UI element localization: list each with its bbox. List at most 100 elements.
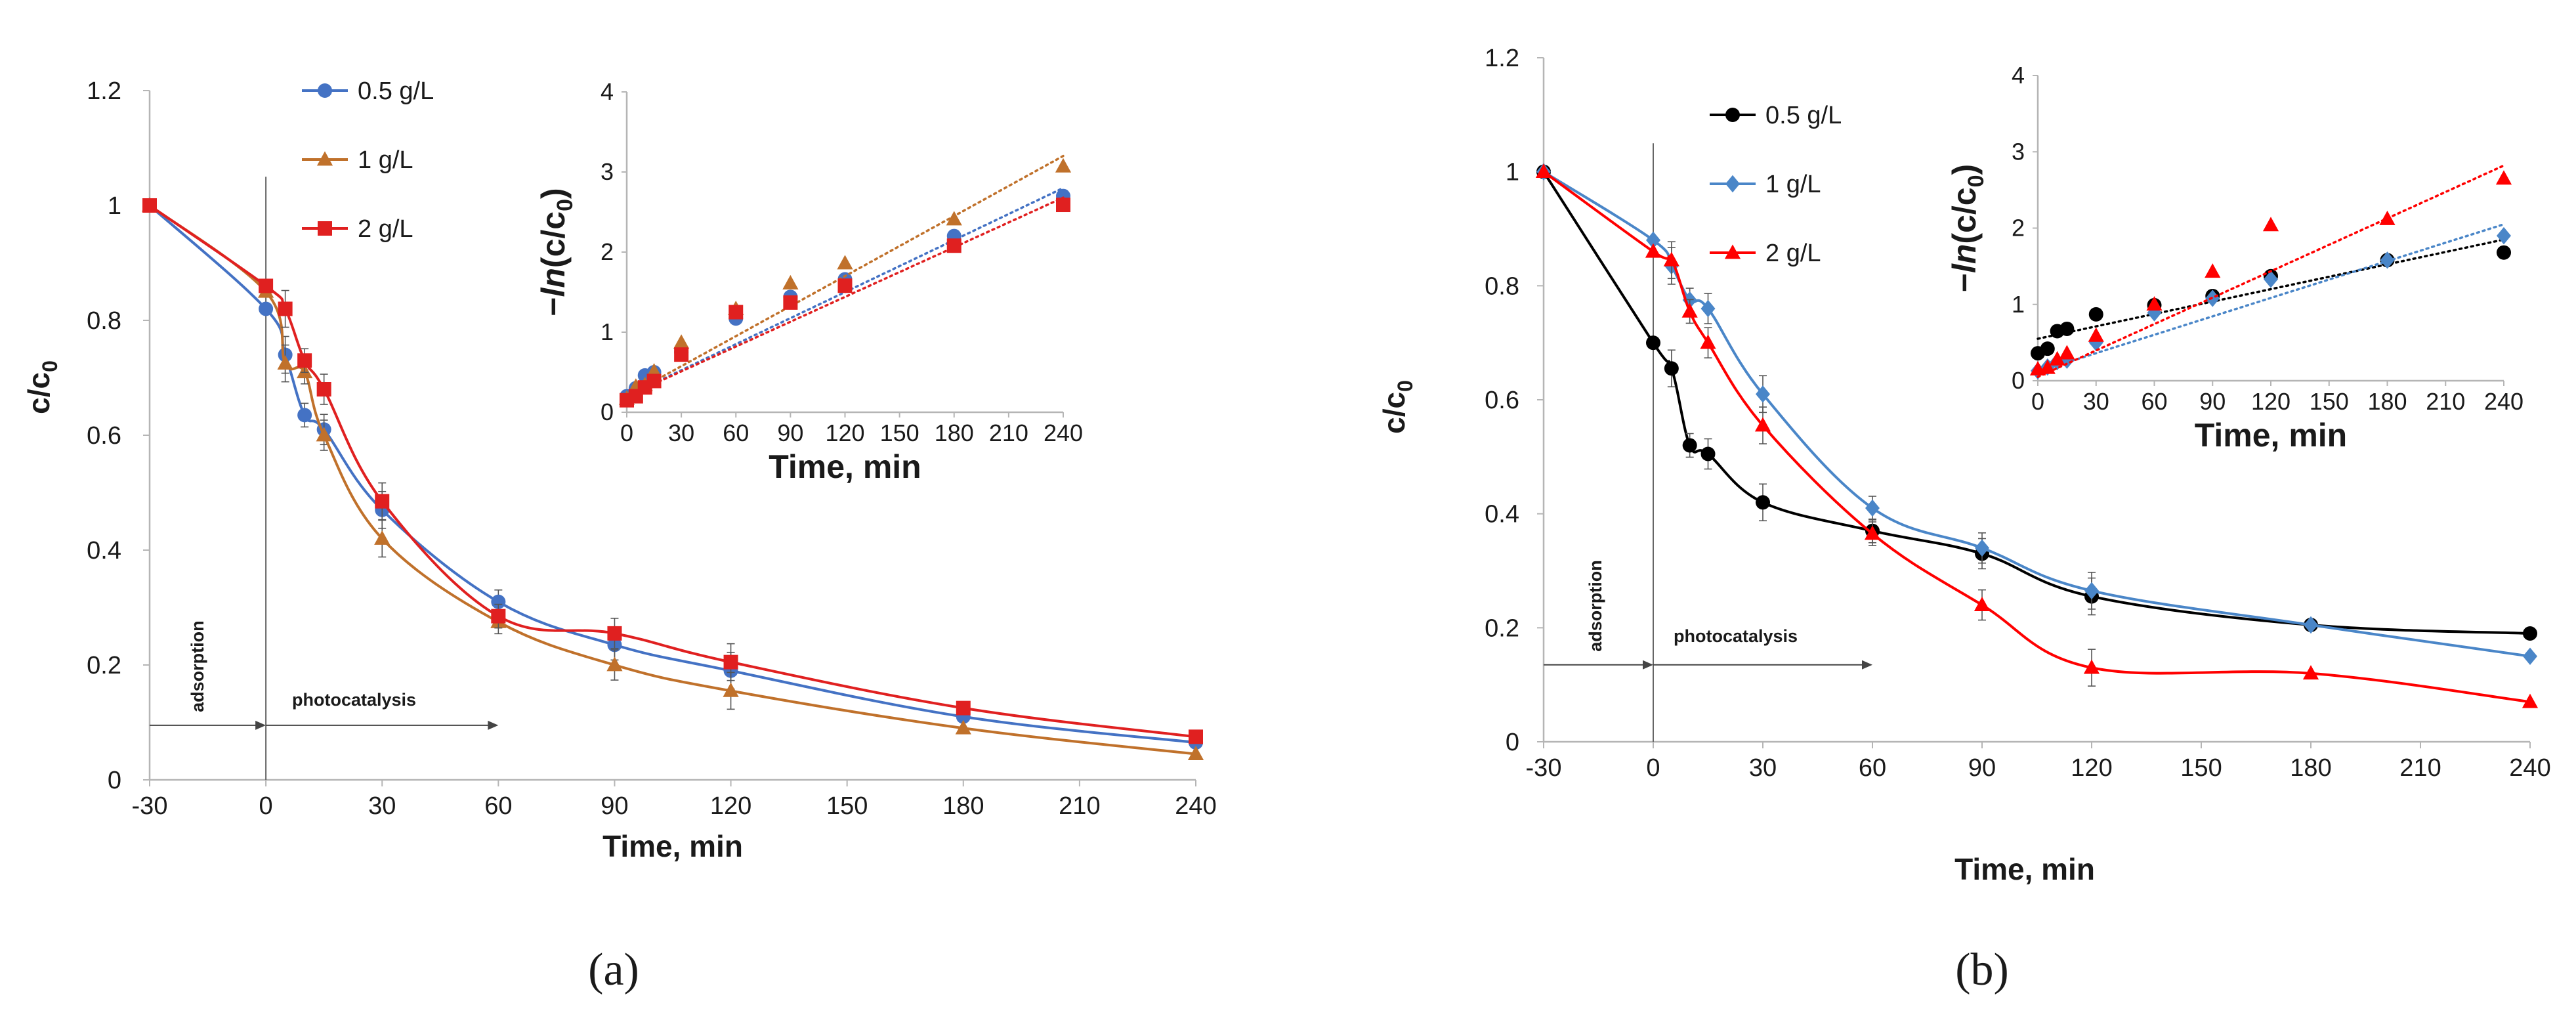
panel-b-data-point (1700, 299, 1716, 318)
panel-a-inset-data-point (1055, 158, 1072, 173)
panel-b-inset-ylabel-part: − (1946, 273, 1983, 292)
panel-b-inset-fit-line (2037, 238, 2505, 340)
panel-b-x-tick-label: -30 (1526, 754, 1562, 782)
panel-b-inset-data-point (2146, 296, 2163, 311)
panel-a-data-point (259, 278, 274, 293)
panel-a-inset-y-tick-label: 1 (601, 318, 614, 345)
panel-b-ylabel-sub: 0 (1393, 380, 1417, 392)
panel-b-inset-ylabel-part: 0 (1964, 175, 1989, 187)
panel-a-data-point (142, 198, 157, 213)
panel-a-inset-fit-line (625, 154, 1065, 398)
panel-b-inset-x-tick-label: 240 (2484, 388, 2523, 415)
panel-b-adsorption-label: adsorption (1586, 560, 1605, 652)
panel-a-inset-xlabel: Time, min (769, 448, 921, 485)
panel-b-data-point (2084, 582, 2099, 600)
panel-a-series-2 (141, 197, 1204, 760)
panel-b-inset-data-point (2088, 327, 2104, 342)
panel-a-inset-x-tick-label: 60 (723, 419, 749, 446)
panel-b-legend-label: 1 g/L (1765, 171, 1821, 198)
panel-a-data-point (277, 354, 293, 370)
panel-b-inset: 0 30 60 90 120 150 180 210 240 0 1 2 3 4 Time, min −ln(… (1946, 62, 2523, 454)
panel-a-inset-ylabel-part: ) (535, 188, 572, 199)
panel-a-y-tick-label: 0.6 (87, 422, 121, 450)
panel-a-data-point (955, 719, 971, 735)
panel-b-inset-data-point (2039, 359, 2056, 374)
panel-a-y-tick-label: 1 (108, 192, 121, 220)
panel-b-inset-data-point (2380, 251, 2395, 269)
panel-a-inset-data-point (946, 238, 961, 253)
panel-b-x-tick-label: 240 (2509, 754, 2550, 782)
panel-a-annotation-arrowhead (488, 720, 499, 730)
panel-a-legend-label: 2 g/L (358, 215, 413, 243)
panel-b-x-tick-label: 0 (1646, 754, 1660, 782)
panel-a-data-point (316, 382, 331, 396)
panel-b-data-point (1700, 446, 1716, 461)
panel-a-x-tick-label: 240 (1175, 792, 1216, 820)
panel-a-inset-data-point (674, 347, 689, 362)
panel-b-data-point (1663, 251, 1679, 267)
panel-b-inset-y-tick-label: 4 (2012, 62, 2025, 89)
panel-b-annotation-arrowhead (1862, 660, 1872, 670)
panel-a-label: (a) (588, 945, 639, 995)
panel-a-adsorption-label: adsorption (188, 620, 207, 712)
panel-a-y-tick-label: 0 (108, 767, 121, 794)
panel-a-x-tick-label: 120 (710, 792, 751, 820)
panel-b-inset-y-tick-label: 2 (2012, 215, 2025, 242)
panel-b-x-tick-label: 30 (1749, 754, 1777, 782)
panel-a-inset-data-point (837, 255, 853, 270)
panel-b-data-point (1865, 499, 1880, 517)
panel-a-data-point (723, 682, 739, 697)
panel-b-data-point (1535, 163, 1552, 179)
panel-b-y-tick-label: 1.2 (1485, 45, 1519, 72)
panel-b-inset-x-tick-label: 60 (2141, 388, 2167, 415)
panel-b-data-point (1664, 361, 1679, 376)
panel-b-inset-data-point (2205, 263, 2221, 278)
panel-b-legend-label: 2 g/L (1765, 240, 1821, 267)
panel-b-inset-data-point (2495, 170, 2512, 185)
panel-b-inset-y-tick-label: 3 (2012, 138, 2025, 165)
panel-b-data-point (2302, 665, 2319, 680)
panel-b-inset-y-tick-label: 0 (2012, 367, 2025, 394)
panel-b-ylabel: c/c0 (1377, 380, 1417, 434)
panel-b-inset-ylabel: −ln(c/c0) (1946, 164, 1989, 292)
panel-a-plot: -30 0 30 60 90 120 150 180 210 24000.20.40.60.811… (87, 77, 1217, 820)
panel-a-data-point (278, 301, 293, 316)
panel-a-inset-x-tick-label: 30 (668, 419, 694, 446)
panel-a-data-point (956, 700, 971, 716)
panel-b-data-point (2304, 616, 2318, 634)
panel-a-y-tick-label: 0.2 (87, 652, 121, 679)
panel-b-x-tick-label: 210 (2399, 754, 2441, 782)
panel-a-inset-x-tick-label: 90 (777, 419, 803, 446)
panel-b-inset-series (2031, 223, 2511, 380)
panel-b-y-tick-label: 0.2 (1485, 614, 1519, 642)
panel-b-inset-xlabel: Time, min (2195, 417, 2347, 454)
panel-b-data-point (1682, 438, 1697, 453)
panel-a-x-tick-label: 60 (484, 792, 512, 820)
panel-a-inset-data-point (782, 274, 799, 289)
panel-a-inset-ylabel: −ln(c/c0) (535, 188, 578, 316)
panel-a-inset-data-point (783, 295, 798, 310)
panel-a-inset-ylabel-part: 0 (553, 199, 578, 211)
panel-a-ylabel: c/c0 (22, 360, 62, 414)
panel-b-inset-ylabel-part: ln (1946, 244, 1983, 273)
panel-b-legend-marker (1725, 108, 1740, 122)
panel-a-inset-data-point (946, 211, 962, 226)
panel-b-inset-data-point (2264, 270, 2278, 288)
panel-b-y-tick-label: 0.8 (1485, 272, 1519, 300)
panel-a-inset-data-point (728, 305, 744, 320)
panel-b-data-point (1756, 385, 1770, 403)
panel-a-legend-marker (316, 151, 333, 166)
panel-a-x-tick-label: 0 (259, 792, 273, 820)
panel-b-data-point (1646, 335, 1660, 351)
panel-b-xlabel: Time, min (1954, 852, 2095, 886)
panel-a-inset-ylabel-part: − (535, 297, 572, 316)
panel-b-data-point (1754, 417, 1771, 432)
panel-a-inset-data-point (673, 334, 690, 349)
panel-a-inset-x-tick-label: 240 (1044, 419, 1083, 446)
panel-b-data-point (1645, 243, 1662, 258)
panel-a-inset-fit-line (625, 196, 1065, 398)
panel-a-x-tick-label: 210 (1059, 792, 1100, 820)
panel-a-inset-y-tick-label: 3 (601, 158, 614, 185)
panel-b-inset-ylabel-part: (c/c (1946, 187, 1983, 244)
